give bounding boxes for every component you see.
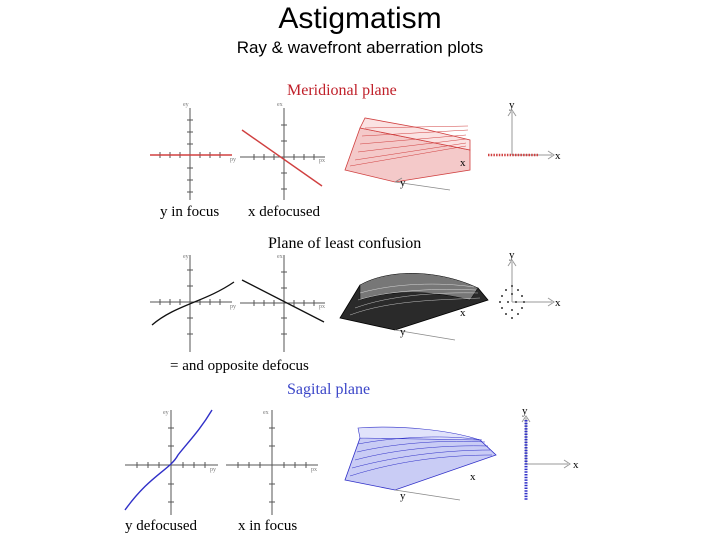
- ray-plot-meridional-x: ex px: [240, 102, 325, 200]
- caption-x-defocused: x defocused: [248, 204, 321, 220]
- label-py-3: py: [210, 467, 216, 473]
- spot-diagram-least: y x: [499, 249, 561, 319]
- meridional-heading: Meridional plane: [287, 82, 397, 99]
- spot-y-label-3: y: [522, 405, 528, 417]
- least-spot-dots: [499, 285, 525, 319]
- least-y-curve: [151, 281, 235, 326]
- label-ex: ex: [277, 102, 283, 108]
- label-py: py: [230, 157, 236, 163]
- axis-y-label-2: y: [400, 326, 406, 338]
- label-px: px: [319, 158, 325, 164]
- ray-plot-sagital-y: ey py: [124, 409, 218, 515]
- spot-x-label: x: [555, 150, 561, 162]
- ray-plot-least-x: ex px: [240, 254, 325, 352]
- caption-equal-opposite-defocus: = and opposite defocus: [170, 358, 309, 374]
- axis-x-label-2: x: [460, 307, 466, 319]
- label-ey: ey: [183, 102, 189, 108]
- least-x-line: [241, 279, 325, 323]
- wavefront-sagital: x y: [344, 426, 497, 502]
- sagital-y-curve: [124, 409, 213, 511]
- wavefront-meridional: x y: [344, 117, 471, 191]
- least-confusion-heading: Plane of least confusion: [268, 235, 422, 252]
- sagital-heading: Sagital plane: [287, 381, 371, 398]
- ray-plot-meridional-y: ey py: [150, 102, 236, 200]
- spot-diagram-sagital: y x: [521, 405, 579, 500]
- label-ex-3: ex: [263, 410, 269, 416]
- spot-x-label-2: x: [555, 297, 561, 309]
- axis-y-label: y: [400, 177, 406, 189]
- axis-y-label-3: y: [400, 490, 406, 502]
- axis-x-label: x: [460, 157, 466, 169]
- axis-x-label-3: x: [470, 471, 476, 483]
- label-px-3: px: [311, 467, 317, 473]
- caption-y-defocused: y defocused: [125, 518, 198, 534]
- ray-plot-least-y: ey py: [150, 254, 236, 352]
- spot-diagram-meridional: y x: [488, 99, 561, 162]
- label-py-2: py: [230, 304, 236, 310]
- wavefront-least: x y: [339, 273, 489, 341]
- label-px-2: px: [319, 304, 325, 310]
- caption-y-in-focus: y in focus: [160, 204, 220, 220]
- slide-title: Astigmatism: [278, 2, 442, 35]
- slide-subtitle: Ray & wavefront aberration plots: [236, 38, 484, 57]
- caption-x-in-focus: x in focus: [238, 518, 298, 534]
- spot-y-label: y: [509, 99, 515, 111]
- spot-y-label-2: y: [509, 249, 515, 261]
- label-ey-3: ey: [163, 410, 169, 416]
- meridional-x-line: [241, 129, 323, 187]
- label-ex-2: ex: [277, 254, 283, 260]
- ray-plot-sagital-x: ex px: [226, 410, 318, 515]
- label-ey-2: ey: [183, 254, 189, 260]
- spot-x-label-3: x: [573, 459, 579, 471]
